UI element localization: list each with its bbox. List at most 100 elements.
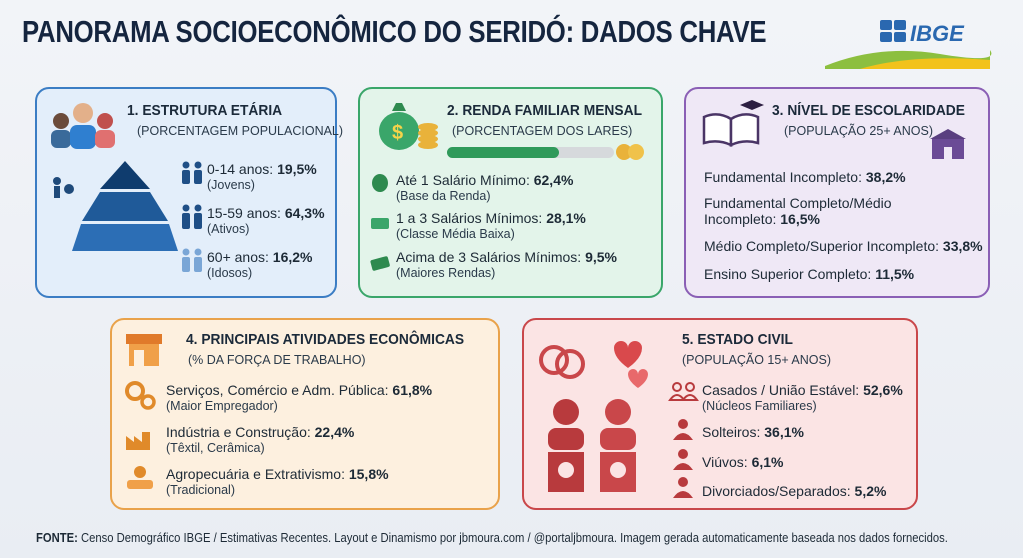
icon-shape xyxy=(134,466,146,478)
icon-shape xyxy=(610,462,626,478)
item-value: 22,4% xyxy=(314,424,355,440)
icon-shape xyxy=(379,112,419,150)
icon-shape xyxy=(673,433,693,440)
icon-shape xyxy=(740,100,764,110)
item-label: Serviços, Comércio e Adm. Pública: xyxy=(166,382,389,398)
icon-shape xyxy=(194,213,202,229)
card-age: 1. ESTRUTURA ETÁRIA (PORCENTAGEM POPULAC… xyxy=(35,87,343,298)
icon-shape xyxy=(668,382,699,401)
people-icon xyxy=(51,103,115,149)
page-title: PANORAMA SOCIOECONÔMICO DO SERIDÓ: DADOS… xyxy=(22,14,767,49)
card-title: 2. RENDA FAMILIAR MENSAL xyxy=(447,102,642,119)
item-note: (Base da Renda) xyxy=(396,189,491,203)
item-value: 5,2% xyxy=(854,483,887,499)
footer: FONTE: Censo Demográfico IBGE / Estimati… xyxy=(36,531,948,545)
card-subtitle: (% DA FORÇA DE TRABALHO) xyxy=(188,353,366,367)
item-label: Médio Completo/Superior Incompleto: xyxy=(704,238,940,254)
icon-shape xyxy=(140,394,156,410)
card-economy: 4. PRINCIPAIS ATIVIDADES ECONÔMICAS (% D… xyxy=(110,318,500,510)
item-note: (Maiores Rendas) xyxy=(396,266,496,280)
icon-shape xyxy=(97,113,113,129)
icon-shape xyxy=(182,248,202,272)
icon-shape xyxy=(182,161,202,184)
item: Fundamental Incompleto: 38,2% xyxy=(704,169,906,185)
icon-shape xyxy=(370,256,390,271)
item-value: 16,5% xyxy=(780,211,820,227)
icon-shape xyxy=(182,248,190,256)
book-icon xyxy=(702,100,764,147)
icon-shape xyxy=(418,135,438,143)
icon-shape xyxy=(194,170,202,184)
icon-shape xyxy=(127,480,153,489)
icon-shape xyxy=(880,32,892,42)
icon-shape xyxy=(944,147,952,159)
icon-shape xyxy=(600,428,636,450)
progress-bar xyxy=(447,144,644,160)
icon-shape xyxy=(418,141,438,149)
icon-shape xyxy=(558,462,574,478)
item-value: 33,8% xyxy=(942,238,983,254)
item-label: Até 1 Salário Mínimo: xyxy=(396,172,530,188)
icon-shape xyxy=(182,204,190,212)
icon-shape xyxy=(616,144,632,160)
card-education: 3. NÍVEL DE ESCOLARIDADE (POPULAÇÃO 25+ … xyxy=(684,87,990,298)
icon-shape xyxy=(678,477,688,487)
icon-shape xyxy=(125,381,145,401)
item: 15-59 anos: 64,3% (Ativos) xyxy=(207,205,325,237)
icon-shape xyxy=(194,257,202,272)
icon-shape xyxy=(685,382,695,392)
item-note: (Têxtil, Cerâmica) xyxy=(166,441,265,455)
item-value: 64,3% xyxy=(284,205,325,221)
item-label: Acima de 3 Salários Mínimos: xyxy=(396,249,582,265)
item: 1 a 3 Salários Mínimos: 28,1% (Classe Méd… xyxy=(396,210,586,242)
item: Viúvos: 6,1% xyxy=(674,454,783,470)
item-value: 28,1% xyxy=(546,210,586,226)
item-label: 1 a 3 Salários Mínimos: xyxy=(396,210,543,226)
card-income: $ 2. RENDA FAMILIAR MENSAL (PORCENTAGEM … xyxy=(358,87,663,298)
item-label: Viúvos: xyxy=(702,454,748,470)
icon-shape xyxy=(553,399,579,425)
icon-shape xyxy=(539,345,569,375)
item-value: 19,5% xyxy=(277,161,317,177)
icon-shape xyxy=(182,161,190,169)
card-subtitle: (POPULAÇÃO 25+ ANOS) xyxy=(784,124,934,138)
card-title: 3. NÍVEL DE ESCOLARIDADE xyxy=(772,102,965,119)
item-label: 0-14 anos: xyxy=(207,161,274,177)
item: Serviços, Comércio e Adm. Pública: 61,8%… xyxy=(166,382,432,414)
card-title: 4. PRINCIPAIS ATIVIDADES ECONÔMICAS xyxy=(186,331,465,348)
item-label: Ensino Superior Completo: xyxy=(704,266,872,282)
icon-shape xyxy=(605,399,631,425)
card-title: 5. ESTADO CIVIL xyxy=(682,331,793,348)
logo-text: IBGE xyxy=(910,21,965,46)
icon-shape xyxy=(614,341,642,368)
item-value: 52,6% xyxy=(863,382,903,398)
icon-shape xyxy=(194,248,202,256)
icon-shape xyxy=(182,204,202,229)
icon-shape: $ xyxy=(392,122,403,144)
icon-shape xyxy=(82,192,168,221)
icon-shape xyxy=(72,224,178,251)
item-note: (Idosos) xyxy=(207,266,253,280)
card-subtitle: (POPULAÇÃO 15+ ANOS) xyxy=(682,353,832,367)
icon-shape xyxy=(418,129,438,137)
icon-shape xyxy=(418,123,438,131)
icon-shape xyxy=(673,463,693,470)
item-note: (Maior Empregador) xyxy=(166,399,278,413)
icon-shape xyxy=(64,184,74,194)
icon-shape xyxy=(54,186,60,198)
money-icon: $ xyxy=(379,103,438,150)
icon-shape xyxy=(678,449,688,459)
card-subtitle: (PORCENTAGEM DOS LARES) xyxy=(452,124,633,138)
icon-shape xyxy=(681,394,699,401)
icon-shape xyxy=(418,123,438,149)
icon-shape xyxy=(126,432,150,450)
item-note: (Classe Média Baixa) xyxy=(396,227,515,241)
item: Casados / União Estável: 52,6% (Núcleos F… xyxy=(702,382,903,414)
icon-shape xyxy=(194,204,202,212)
card-title: 1. ESTRUTURA ETÁRIA xyxy=(127,102,283,119)
icon-shape xyxy=(126,334,162,344)
icon-shape xyxy=(182,213,190,229)
item-note: (Tradicional) xyxy=(166,483,236,497)
